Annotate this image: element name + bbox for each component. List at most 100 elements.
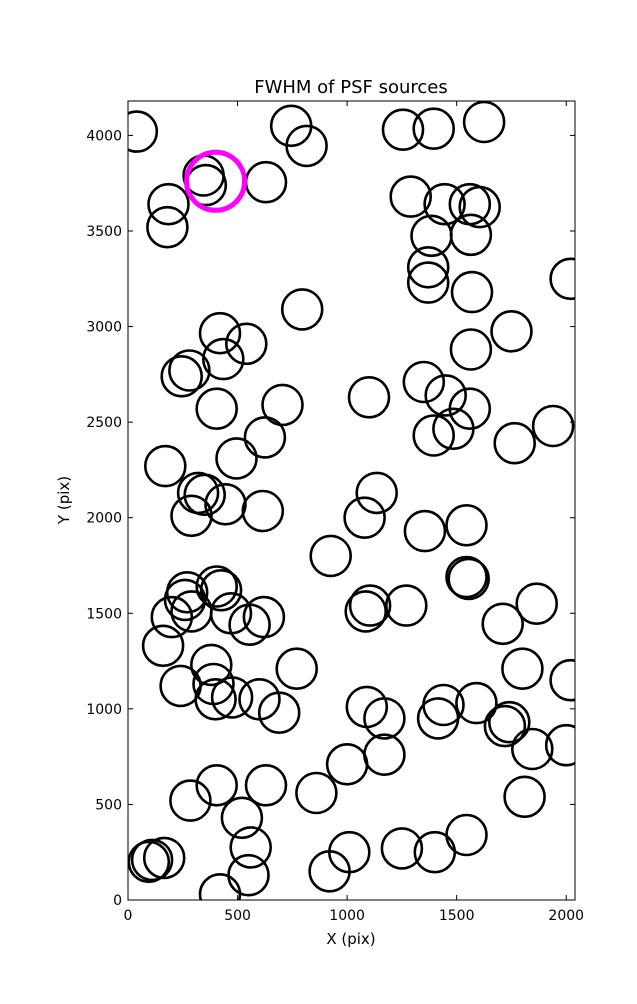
data-point <box>190 643 233 687</box>
data-point <box>243 416 287 459</box>
data-point <box>244 160 288 204</box>
data-point <box>194 677 237 721</box>
data-point <box>195 763 238 807</box>
data-point <box>257 691 301 735</box>
data-point <box>355 471 399 515</box>
data-point <box>280 288 324 331</box>
data-point <box>202 337 245 381</box>
data-point <box>128 110 159 153</box>
data-point <box>168 349 211 392</box>
plot-area <box>128 101 575 900</box>
data-point <box>198 311 242 355</box>
x-tick-label: 0 <box>124 908 133 924</box>
data-point <box>402 360 446 404</box>
data-point <box>445 503 488 547</box>
data-point <box>170 494 213 538</box>
y-tick-label: 500 <box>95 797 122 813</box>
data-point <box>389 175 433 218</box>
plot-frame <box>127 100 576 901</box>
data-point <box>515 582 559 626</box>
data-point <box>198 873 242 900</box>
data-point <box>147 182 190 226</box>
y-axis: 0 500 1000 1500 2000 2500 3000 3500 4000 <box>86 128 575 909</box>
data-point <box>544 723 575 767</box>
data-point <box>241 489 285 533</box>
data-point <box>384 584 428 627</box>
data-point <box>347 375 391 419</box>
data-point <box>481 602 525 646</box>
y-tick-label: 2000 <box>86 511 122 527</box>
data-point <box>449 213 493 257</box>
data-point <box>275 647 319 691</box>
data-point <box>424 374 468 417</box>
y-tick-label: 1500 <box>86 606 122 622</box>
data-point <box>195 565 238 608</box>
x-axis-label: X (pix) <box>326 930 375 948</box>
data-point <box>295 771 338 815</box>
data-point <box>445 813 488 857</box>
data-point <box>549 658 575 702</box>
data-point <box>309 534 353 578</box>
data-point <box>204 482 247 526</box>
data-point <box>183 473 226 517</box>
data-point <box>160 354 203 398</box>
data-point <box>210 676 254 719</box>
x-tick-label: 1500 <box>439 908 475 924</box>
data-point <box>363 733 406 777</box>
data-point <box>225 322 268 366</box>
data-point <box>406 245 450 289</box>
data-point <box>449 328 493 371</box>
data-point <box>549 257 575 301</box>
data-point <box>169 779 212 822</box>
data-point <box>128 840 171 884</box>
data-point <box>450 270 494 314</box>
data-point <box>285 124 328 168</box>
y-tick-label: 1000 <box>86 702 122 718</box>
data-point <box>503 775 546 819</box>
data-point <box>363 697 406 740</box>
data-point <box>406 261 450 304</box>
data-point <box>229 826 272 869</box>
data-point <box>308 849 351 893</box>
data-point <box>195 387 238 431</box>
data-point <box>493 421 537 465</box>
data-point <box>215 437 258 480</box>
data-point <box>343 496 386 540</box>
data-point <box>432 407 475 451</box>
data-point <box>412 414 456 457</box>
data-point <box>150 595 194 639</box>
x-tick-label: 1000 <box>329 908 365 924</box>
data-point <box>510 727 554 771</box>
data-point <box>455 681 498 725</box>
data-point <box>380 827 424 870</box>
y-tick-label: 4000 <box>86 128 122 144</box>
data-point <box>144 444 187 488</box>
data-point <box>344 590 388 633</box>
marker-layer <box>128 101 575 900</box>
data-point <box>261 383 304 427</box>
data-point <box>416 697 460 740</box>
data-point <box>458 185 502 229</box>
data-point <box>403 509 447 553</box>
y-tick-label: 0 <box>113 893 122 909</box>
data-point <box>348 584 392 627</box>
y-tick-label: 2500 <box>86 415 122 431</box>
data-point <box>487 700 531 744</box>
data-point <box>445 555 488 599</box>
highlight-point <box>184 149 248 213</box>
data-point <box>447 557 491 601</box>
data-point <box>141 624 185 668</box>
data-point <box>142 836 186 880</box>
data-point <box>412 107 456 150</box>
data-point <box>163 578 207 622</box>
y-tick-label: 3500 <box>86 224 122 240</box>
chart-title: FWHM of PSF sources <box>254 77 448 98</box>
data-point <box>483 704 527 748</box>
data-point <box>501 647 544 691</box>
data-point <box>146 205 189 249</box>
x-tick-label: 2000 <box>548 908 584 924</box>
data-point <box>242 595 286 639</box>
y-axis-label: Y (pix) <box>55 476 73 525</box>
